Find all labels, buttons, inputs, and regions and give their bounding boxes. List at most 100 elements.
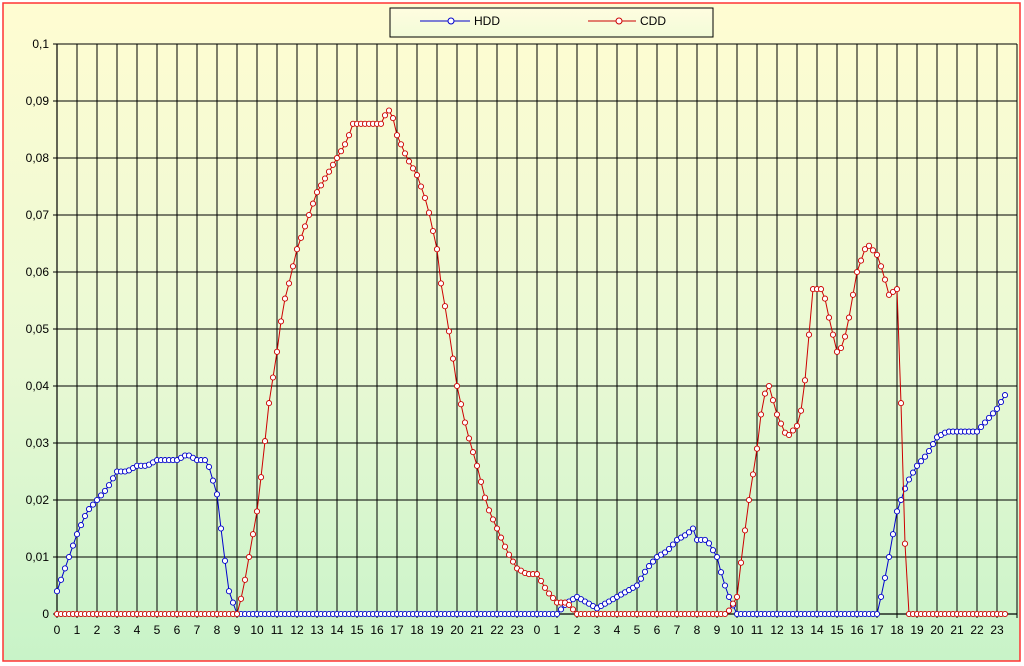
series-cdd-point [821, 295, 829, 302]
series-cdd-point [493, 525, 501, 532]
series-hdd-point [917, 458, 925, 465]
series-hdd-point [877, 593, 885, 600]
series-cdd-point [825, 314, 833, 321]
series-cdd-point [297, 234, 305, 241]
series-hdd-point [713, 553, 721, 561]
series-cdd-point [889, 288, 897, 295]
series-cdd-point [1001, 610, 1009, 618]
y-tick-label: 0,02 [26, 493, 50, 507]
series-cdd-point [485, 507, 493, 514]
series-cdd-point [273, 348, 281, 355]
series-cdd-point [333, 154, 341, 162]
series-cdd-point [869, 247, 877, 254]
x-tick-label: 0 [54, 623, 61, 637]
x-tick-label: 20 [450, 623, 464, 637]
series-cdd-point [257, 474, 265, 481]
series-cdd-point [313, 189, 321, 196]
x-tick-label: 17 [870, 623, 884, 637]
x-tick-label: 14 [810, 623, 824, 637]
series-hdd-point [77, 522, 85, 529]
series-cdd-point [861, 246, 869, 253]
series-cdd-point [253, 508, 261, 515]
series-cdd-point [785, 431, 793, 439]
legend-cdd-label: CDD [640, 14, 666, 28]
legend-hdd-marker [447, 17, 455, 25]
y-tick-label: 0,04 [26, 379, 50, 393]
series-cdd-point [885, 291, 893, 298]
series-cdd-point [753, 445, 761, 452]
series-hdd-point [645, 563, 653, 570]
series-hdd-point [873, 610, 881, 618]
series-cdd-point [309, 200, 317, 207]
x-tick-label: 19 [910, 623, 924, 637]
series-cdd-point [293, 246, 301, 253]
x-tick-label: 0 [534, 623, 541, 637]
series-hdd-point [997, 398, 1005, 406]
x-tick-label: 16 [850, 623, 864, 637]
series-hdd-point [105, 482, 113, 489]
series-hdd-point [209, 477, 217, 484]
series-hdd-point [633, 582, 641, 589]
series-cdd-point [857, 257, 865, 264]
series-cdd-point [793, 422, 801, 429]
series-hdd-point [201, 457, 209, 464]
series-cdd-point [745, 496, 753, 504]
series-hdd-point [69, 542, 77, 549]
series-cdd-point [765, 382, 773, 390]
series-cdd-point [721, 610, 729, 618]
series-cdd-point [757, 411, 765, 418]
series-cdd-point [401, 150, 409, 157]
x-tick-label: 2 [94, 623, 101, 637]
x-tick-label: 7 [674, 623, 681, 637]
series-layer [53, 107, 1009, 618]
x-tick-label: 12 [770, 623, 784, 637]
series-cdd-point [381, 112, 389, 119]
x-tick-label: 18 [410, 623, 424, 637]
series-hdd-point [689, 525, 697, 532]
series-cdd-point [261, 438, 269, 445]
series-hdd-point [665, 545, 673, 553]
series-hdd-point [909, 469, 917, 476]
series-cdd-point [569, 606, 577, 613]
series-cdd-point [237, 595, 245, 602]
series-cdd-point [833, 348, 841, 355]
series-cdd-point [285, 280, 293, 287]
series-hdd-point [81, 512, 89, 520]
y-tick-label: 0,1 [32, 37, 49, 51]
series-hdd-point [221, 557, 229, 564]
series-cdd-point [265, 400, 273, 407]
series-cdd-point [449, 355, 457, 362]
series-cdd-point [853, 268, 861, 276]
series-hdd-point [885, 553, 893, 561]
series-cdd-point [737, 559, 745, 566]
series-cdd-point [453, 382, 461, 390]
series-cdd-point [461, 419, 469, 426]
x-axis-ticks: 0 1 2 3 4 5 6 7 8 9 10 11 12 13 14 15 16 17 18 19 20 21 22 23 0 1… [54, 623, 1004, 637]
y-tick-label: 0,05 [26, 322, 50, 336]
series-hdd-point [89, 501, 97, 508]
series-cdd-point [473, 462, 481, 469]
series-cdd-point [481, 494, 489, 501]
series-hdd-point [925, 447, 933, 455]
x-tick-label: 23 [510, 623, 524, 637]
x-tick-label: 17 [390, 623, 404, 637]
series-hdd-point [977, 423, 985, 431]
series-cdd-point [345, 132, 353, 139]
series-cdd-point [901, 540, 909, 547]
series-cdd-point [769, 397, 777, 404]
series-cdd-point [801, 377, 809, 384]
series-hdd-point [93, 496, 101, 504]
x-tick-label: 18 [890, 623, 904, 637]
series-hdd-point [973, 428, 981, 435]
series-cdd-point [465, 435, 473, 442]
series-cdd-point [433, 246, 441, 253]
x-tick-label: 15 [830, 623, 844, 637]
series-cdd-point [873, 251, 881, 258]
series-cdd-point [837, 344, 845, 352]
series-cdd-point [565, 601, 573, 608]
series-hdd-point [557, 606, 565, 613]
series-cdd-point [773, 411, 781, 418]
series-hdd-point [993, 405, 1001, 412]
x-tick-label: 13 [310, 623, 324, 637]
